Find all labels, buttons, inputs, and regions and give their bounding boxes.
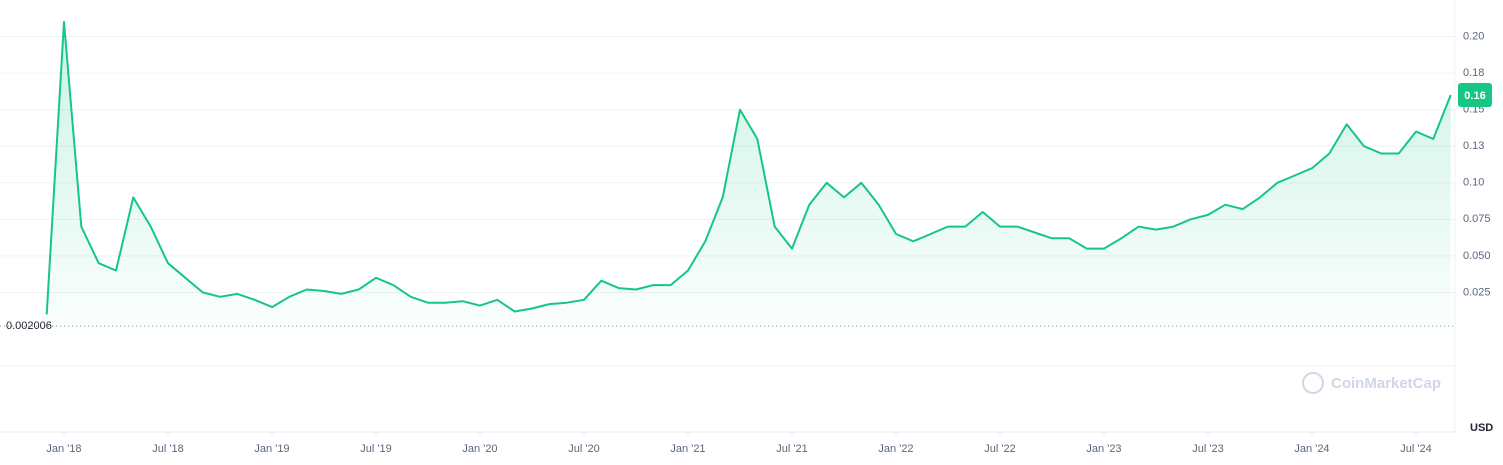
min-label: 0.002006 (6, 320, 52, 332)
y-tick-label: 0.13 (1463, 140, 1484, 152)
x-tick-label: Jan '24 (1294, 443, 1329, 455)
x-tick-label: Jul '22 (984, 443, 1015, 455)
x-tick-label: Jul '18 (152, 443, 183, 455)
price-line (45, 20, 1452, 315)
x-tick-label: Jan '22 (878, 443, 913, 455)
watermark: CoinMarketCap (1331, 375, 1441, 392)
area (46, 21, 1451, 330)
currency-label: USD (1470, 422, 1493, 434)
y-tick-label: 0.050 (1463, 250, 1491, 262)
price-badge-label: 0.16 (1464, 90, 1485, 102)
x-tick-label: Jan '20 (462, 443, 497, 455)
x-tick-label: Jul '20 (568, 443, 599, 455)
y-tick-label: 0.025 (1463, 286, 1491, 298)
price-badge (1458, 83, 1492, 108)
watermark-logo (1302, 372, 1324, 394)
x-tick-label: Jan '21 (670, 443, 705, 455)
x-tick-label: Jul '24 (1400, 443, 1431, 455)
x-tick-label: Jul '19 (360, 443, 391, 455)
x-tick-label: Jan '18 (46, 443, 81, 455)
x-tick-label: Jul '21 (776, 443, 807, 455)
y-tick-label: 0.075 (1463, 213, 1491, 225)
x-tick-label: Jan '19 (254, 443, 289, 455)
x-tick-label: Jul '23 (1192, 443, 1223, 455)
x-tick-label: Jan '23 (1086, 443, 1121, 455)
y-tick-label: 0.10 (1463, 177, 1484, 189)
y-tick-label: 0.20 (1463, 30, 1484, 42)
y-tick-label: 0.18 (1463, 67, 1484, 79)
